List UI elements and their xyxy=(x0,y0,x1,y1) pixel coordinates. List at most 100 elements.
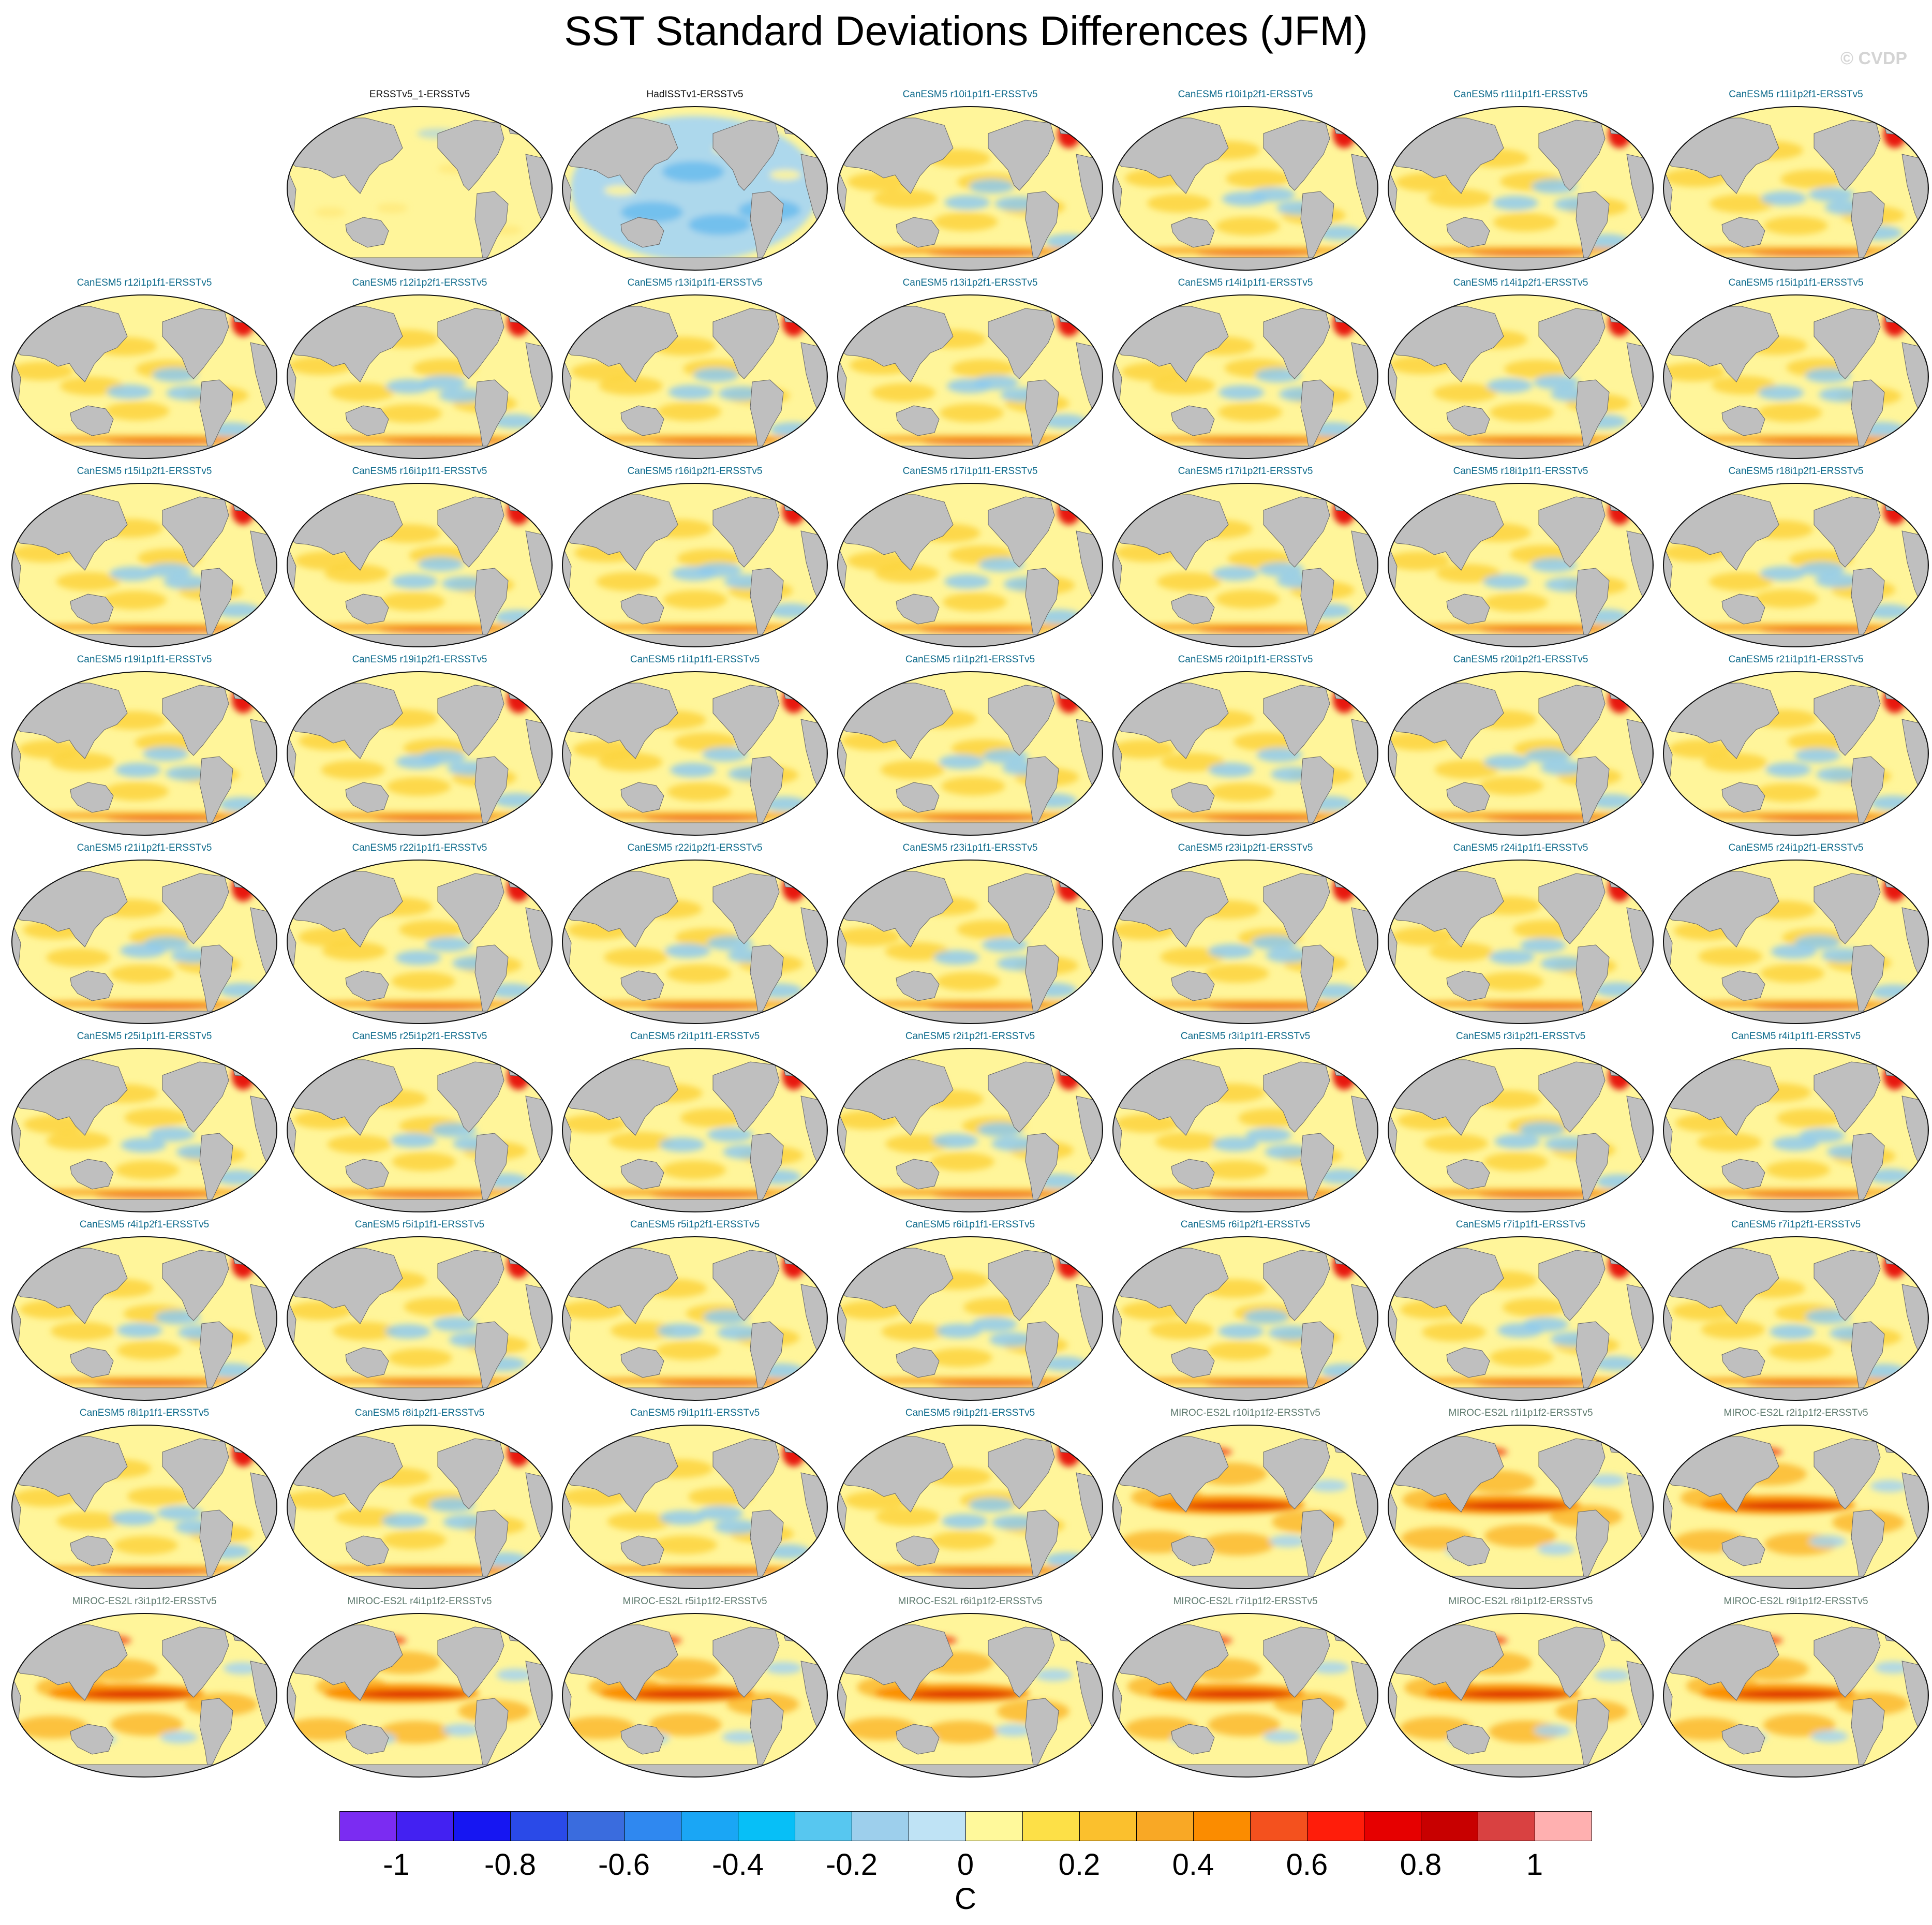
map-panel: MIROC-ES2L r1i1p1f2-ERSSTv5 xyxy=(1384,1408,1658,1596)
map-panel: CanESM5 r5i1p1f1-ERSSTv5 xyxy=(283,1219,557,1408)
panel-title: CanESM5 r16i1p1f1-ERSSTv5 xyxy=(352,466,487,477)
sst-difference-map xyxy=(11,671,277,836)
map-panel: CanESM5 r15i1p1f1-ERSSTv5 xyxy=(1659,277,1932,466)
map-panel: CanESM5 r18i1p2f1-ERSSTv5 xyxy=(1659,466,1932,655)
panel-title: CanESM5 r13i1p1f1-ERSSTv5 xyxy=(627,277,763,288)
sst-difference-map xyxy=(1112,1048,1378,1212)
sst-difference-map xyxy=(562,1425,828,1589)
cvdp-watermark: © CVDP xyxy=(1840,49,1907,68)
colorbar-tick-label: -0.4 xyxy=(712,1848,764,1882)
map-panel: MIROC-ES2L r8i1p1f2-ERSSTv5 xyxy=(1384,1596,1658,1785)
panel-title: CanESM5 r14i1p1f1-ERSSTv5 xyxy=(1178,277,1313,288)
panel-title: CanESM5 r24i1p1f1-ERSSTv5 xyxy=(1453,842,1588,853)
sst-difference-map xyxy=(11,860,277,1024)
sst-difference-map xyxy=(287,483,553,647)
panel-title: CanESM5 r14i1p2f1-ERSSTv5 xyxy=(1453,277,1588,288)
panel-title: CanESM5 r8i1p2f1-ERSSTv5 xyxy=(354,1408,485,1418)
map-panel: CanESM5 r14i1p1f1-ERSSTv5 xyxy=(1108,277,1383,466)
colorbar-box xyxy=(339,1811,397,1841)
map-panel: CanESM5 r16i1p2f1-ERSSTv5 xyxy=(558,466,832,655)
sst-difference-map xyxy=(1112,106,1378,271)
map-panel: HadISSTv1-ERSSTv5 xyxy=(558,89,832,278)
panel-title: CanESM5 r13i1p2f1-ERSSTv5 xyxy=(902,277,1038,288)
sst-difference-map xyxy=(562,1048,828,1212)
map-panel: CanESM5 r22i1p2f1-ERSSTv5 xyxy=(558,842,832,1031)
map-panel: CanESM5 r13i1p1f1-ERSSTv5 xyxy=(558,277,832,466)
panel-title: CanESM5 r21i1p2f1-ERSSTv5 xyxy=(77,842,212,853)
sst-difference-map xyxy=(287,1613,553,1778)
colorbar-box xyxy=(1307,1811,1364,1841)
map-panel: CanESM5 r25i1p1f1-ERSSTv5 xyxy=(7,1031,281,1220)
sst-difference-map xyxy=(1388,860,1654,1024)
panel-title: CanESM5 r21i1p1f1-ERSSTv5 xyxy=(1728,654,1864,665)
panel-title: MIROC-ES2L r10i1p1f2-ERSSTv5 xyxy=(1170,1408,1320,1418)
panel-title: MIROC-ES2L r2i1p1f2-ERSSTv5 xyxy=(1723,1408,1868,1418)
panel-title: CanESM5 r11i1p2f1-ERSSTv5 xyxy=(1729,89,1863,100)
sst-difference-map xyxy=(837,483,1103,647)
map-panel: CanESM5 r12i1p2f1-ERSSTv5 xyxy=(283,277,557,466)
map-panel: MIROC-ES2L r9i1p1f2-ERSSTv5 xyxy=(1659,1596,1932,1785)
panel-title: CanESM5 r24i1p2f1-ERSSTv5 xyxy=(1728,842,1864,853)
map-panel: MIROC-ES2L r3i1p1f2-ERSSTv5 xyxy=(7,1596,281,1785)
panel-title: CanESM5 r1i1p1f1-ERSSTv5 xyxy=(630,654,760,665)
colorbar-tick-label: 0 xyxy=(957,1848,974,1882)
panel-title: CanESM5 r16i1p2f1-ERSSTv5 xyxy=(627,466,763,477)
panel-title: CanESM5 r18i1p2f1-ERSSTv5 xyxy=(1728,466,1864,477)
map-panel: CanESM5 r7i1p2f1-ERSSTv5 xyxy=(1659,1219,1932,1408)
map-panel: CanESM5 r3i1p1f1-ERSSTv5 xyxy=(1108,1031,1383,1220)
panel-title: CanESM5 r7i1p2f1-ERSSTv5 xyxy=(1731,1219,1861,1230)
panel-title: HadISSTv1-ERSSTv5 xyxy=(646,89,744,100)
map-panel: CanESM5 r19i1p1f1-ERSSTv5 xyxy=(7,654,281,843)
sst-difference-map xyxy=(1388,1048,1654,1212)
map-panel: CanESM5 r21i1p1f1-ERSSTv5 xyxy=(1659,654,1932,843)
map-panel: CanESM5 r4i1p1f1-ERSSTv5 xyxy=(1659,1031,1932,1220)
sst-difference-map xyxy=(287,1425,553,1589)
map-panel: CanESM5 r24i1p2f1-ERSSTv5 xyxy=(1659,842,1932,1031)
sst-difference-map xyxy=(1663,483,1929,647)
colorbar-tick-label: 0.6 xyxy=(1286,1848,1328,1882)
panel-title: CanESM5 r12i1p1f1-ERSSTv5 xyxy=(77,277,212,288)
colorbar-box xyxy=(1079,1811,1137,1841)
sst-difference-map xyxy=(837,106,1103,271)
figure-title: SST Standard Deviations Differences (JFM… xyxy=(564,8,1368,54)
sst-difference-map xyxy=(11,483,277,647)
map-panel: CanESM5 r22i1p1f1-ERSSTv5 xyxy=(283,842,557,1031)
colorbar-tick-label: 0.2 xyxy=(1058,1848,1101,1882)
panel-title: CanESM5 r5i1p1f1-ERSSTv5 xyxy=(354,1219,485,1230)
map-panel: CanESM5 r6i1p2f1-ERSSTv5 xyxy=(1108,1219,1383,1408)
colorbar-box xyxy=(1193,1811,1251,1841)
panel-title: MIROC-ES2L r9i1p1f2-ERSSTv5 xyxy=(1723,1596,1868,1607)
panel-title: CanESM5 r4i1p1f1-ERSSTv5 xyxy=(1731,1031,1861,1042)
sst-difference-map xyxy=(11,1425,277,1589)
map-panel: CanESM5 r10i1p1f1-ERSSTv5 xyxy=(833,89,1107,278)
colorbar-unit: C xyxy=(955,1882,976,1916)
sst-difference-map xyxy=(1663,1236,1929,1401)
map-panel: MIROC-ES2L r4i1p1f2-ERSSTv5 xyxy=(283,1596,557,1785)
panel-title: CanESM5 r20i1p1f1-ERSSTv5 xyxy=(1178,654,1313,665)
map-panel: ERSSTv5_1-ERSSTv5 xyxy=(283,89,557,278)
panel-title: CanESM5 r8i1p1f1-ERSSTv5 xyxy=(79,1408,210,1418)
sst-difference-map xyxy=(11,1048,277,1212)
panel-title: CanESM5 r19i1p1f1-ERSSTv5 xyxy=(77,654,212,665)
map-panel: CanESM5 r19i1p2f1-ERSSTv5 xyxy=(283,654,557,843)
map-panel: CanESM5 r12i1p1f1-ERSSTv5 xyxy=(7,277,281,466)
map-panel: CanESM5 r2i1p1f1-ERSSTv5 xyxy=(558,1031,832,1220)
colorbar-box xyxy=(1364,1811,1421,1841)
sst-difference-map xyxy=(1663,860,1929,1024)
map-panel: CanESM5 r24i1p1f1-ERSSTv5 xyxy=(1384,842,1658,1031)
map-panel: CanESM5 r21i1p2f1-ERSSTv5 xyxy=(7,842,281,1031)
panel-title: CanESM5 r25i1p1f1-ERSSTv5 xyxy=(77,1031,212,1042)
colorbar-box xyxy=(852,1811,909,1841)
panel-title: CanESM5 r15i1p1f1-ERSSTv5 xyxy=(1728,277,1864,288)
map-panel: CanESM5 r4i1p2f1-ERSSTv5 xyxy=(7,1219,281,1408)
map-panel: CanESM5 r1i1p2f1-ERSSTv5 xyxy=(833,654,1107,843)
panel-title: CanESM5 r3i1p1f1-ERSSTv5 xyxy=(1180,1031,1311,1042)
sst-difference-map xyxy=(562,106,828,271)
sst-difference-map xyxy=(1663,1048,1929,1212)
sst-difference-map xyxy=(11,1236,277,1401)
panel-title: CanESM5 r17i1p1f1-ERSSTv5 xyxy=(902,466,1038,477)
sst-difference-map xyxy=(837,1048,1103,1212)
panel-title: CanESM5 r10i1p1f1-ERSSTv5 xyxy=(902,89,1038,100)
sst-difference-map xyxy=(562,294,828,459)
colorbar-tick-label: -0.8 xyxy=(484,1848,536,1882)
